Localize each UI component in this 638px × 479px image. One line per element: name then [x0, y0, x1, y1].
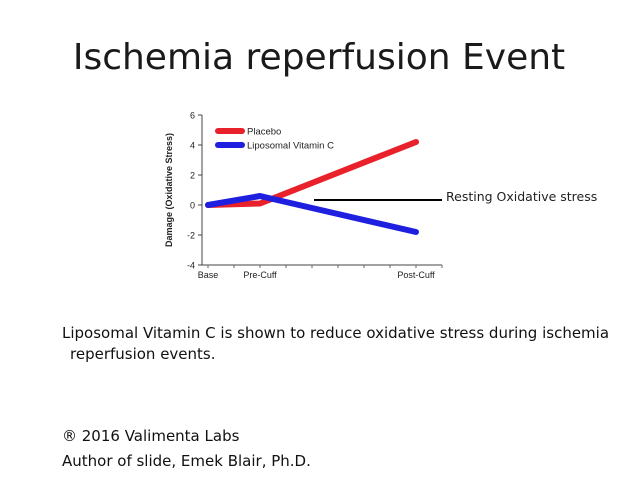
resting-oxidative-stress-label: Resting Oxidative stress [446, 189, 598, 204]
y-tick-label: -4 [187, 261, 195, 271]
y-tick-label: 4 [190, 141, 195, 151]
data-point-1-2 [413, 229, 419, 235]
slide-title: Ischemia reperfusion Event [72, 37, 566, 78]
series-line-1 [205, 193, 419, 235]
y-tick-label: 2 [190, 171, 195, 181]
legend-label-0: Placebo [247, 127, 281, 138]
data-point-1-1 [257, 193, 263, 199]
y-tick-label: 0 [190, 201, 195, 211]
description-text: Liposomal Vitamin C is shown to reduce o… [62, 324, 610, 363]
x-tick-label: Base [198, 270, 219, 280]
legend-label-1: Liposomal Vitamin C [247, 141, 334, 152]
y-tick-label: -2 [187, 231, 195, 241]
x-tick-label: Post-Cuff [397, 270, 435, 280]
x-tick-label: Pre-Cuff [243, 270, 277, 280]
y-axis-title: Damage (Oxidative Stress) [164, 133, 174, 247]
line-chart: -4 -2 0 2 4 6 Base Pre-Cuff Post-Cuff Damage (Oxi… [164, 111, 443, 280]
data-point-0-1 [257, 201, 263, 206]
data-point-1-0 [205, 202, 211, 208]
y-tick-label: 6 [190, 111, 195, 121]
author-text: Author of slide, Emek Blair, Ph.D. [62, 452, 311, 470]
copyright-text: ® 2016 Valimenta Labs [62, 427, 240, 445]
data-point-0-2 [413, 139, 419, 145]
